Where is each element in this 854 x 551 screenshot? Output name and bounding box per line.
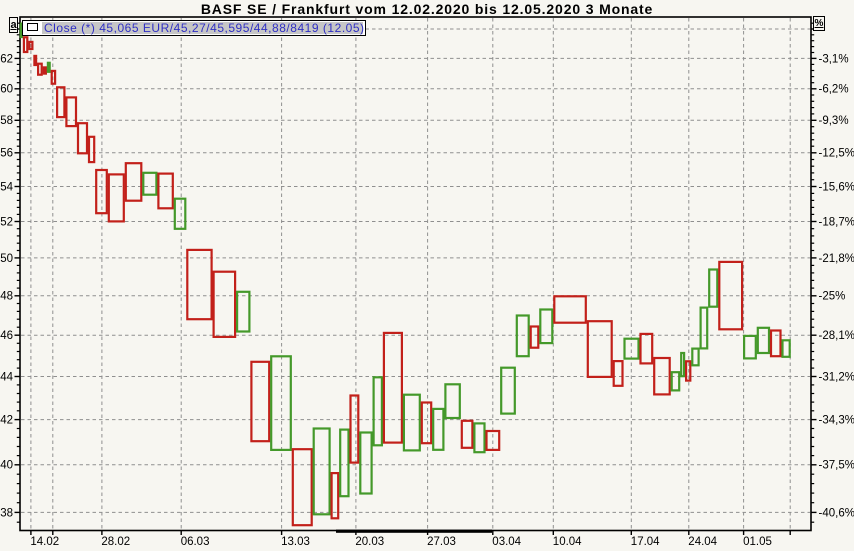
svg-text:17.04: 17.04 <box>631 536 660 548</box>
svg-text:60: 60 <box>0 84 13 96</box>
svg-text:03.04: 03.04 <box>492 536 521 548</box>
svg-text:24.04: 24.04 <box>688 536 717 548</box>
svg-text:58: 58 <box>0 115 13 127</box>
svg-text:-21,8%: -21,8% <box>819 253 854 265</box>
svg-text:-40,6%: -40,6% <box>819 507 854 519</box>
svg-text:-34,3%: -34,3% <box>819 415 854 427</box>
svg-text:-6,2%: -6,2% <box>819 84 849 96</box>
svg-text:06.03: 06.03 <box>181 536 210 548</box>
svg-text:13.03: 13.03 <box>281 536 310 548</box>
svg-text:10.04: 10.04 <box>553 536 582 548</box>
svg-text:-28,1%: -28,1% <box>819 330 854 342</box>
svg-text:-37,5%: -37,5% <box>819 460 854 472</box>
svg-text:-25%: -25% <box>819 291 846 303</box>
svg-text:-15,6%: -15,6% <box>819 181 854 193</box>
svg-text:54: 54 <box>0 181 13 193</box>
svg-text:-9,3%: -9,3% <box>819 115 849 127</box>
svg-text:-31,2%: -31,2% <box>819 371 854 383</box>
svg-text:44: 44 <box>0 371 13 383</box>
svg-text:42: 42 <box>0 415 13 427</box>
svg-text:38: 38 <box>0 507 13 519</box>
svg-text:52: 52 <box>0 216 13 228</box>
svg-text:20.03: 20.03 <box>355 536 384 548</box>
svg-text:62: 62 <box>0 53 13 65</box>
svg-text:-3,1%: -3,1% <box>819 53 849 65</box>
svg-text:14.02: 14.02 <box>30 536 59 548</box>
svg-text:01.05: 01.05 <box>743 536 772 548</box>
svg-text:46: 46 <box>0 330 13 342</box>
svg-text:-12,5%: -12,5% <box>819 148 854 160</box>
svg-text:27.03: 27.03 <box>427 536 456 548</box>
svg-text:40: 40 <box>0 460 13 472</box>
svg-text:48: 48 <box>0 291 13 303</box>
svg-text:-18,7%: -18,7% <box>819 216 854 228</box>
svg-text:28.02: 28.02 <box>101 536 130 548</box>
svg-text:56: 56 <box>0 148 13 160</box>
svg-text:50: 50 <box>0 253 13 265</box>
